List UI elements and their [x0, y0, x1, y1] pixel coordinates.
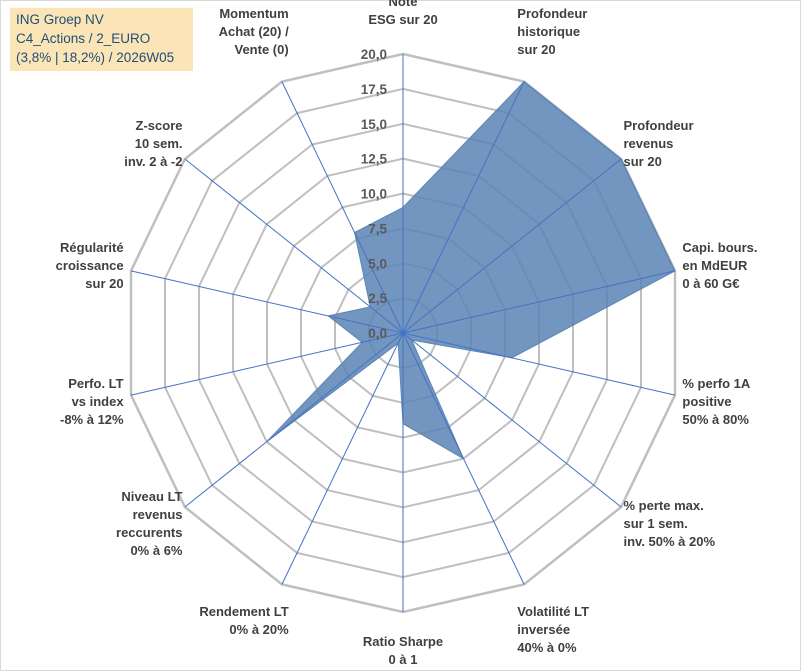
axis-label-line: Rendement LT [199, 604, 288, 619]
axis-label-line: Note [389, 0, 418, 9]
axis-label-line: sur 20 [624, 154, 662, 169]
axis-label: % perte max. sur 1 sem. inv. 50% à 20% [624, 498, 716, 549]
axis-label-line: Ratio Sharpe [363, 634, 443, 649]
axis-label-line: historique [517, 24, 580, 39]
axis-label-line: sur 1 sem. [624, 516, 688, 531]
axis-spoke [184, 332, 404, 508]
axis-label-line: 40% à 0% [517, 640, 577, 655]
axis-label-line: revenus [624, 136, 674, 151]
axis-label-line: 0% à 20% [229, 622, 289, 637]
axis-spoke [402, 332, 622, 508]
axis-label: Volatilité LT inversée 40% à 0% [517, 604, 589, 655]
axis-label-line: Capi. bours. [682, 240, 757, 255]
axis-spoke [402, 332, 525, 585]
axis-label-line: inversée [517, 622, 570, 637]
axis-label-line: 50% à 80% [682, 412, 749, 427]
chart-title-line-2: C4_Actions / 2_EURO [16, 31, 151, 46]
axis-label-line: sur 20 [85, 276, 123, 291]
axis-label-line: Achat (20) / [219, 24, 289, 39]
axis-label-line: revenus [133, 507, 183, 522]
axis-label: % perfo 1A positive 50% à 80% [682, 376, 751, 427]
chart-title-box: ING Groep NV C4_Actions / 2_EURO (3,8% |… [10, 8, 193, 71]
axis-label: Profondeur revenus sur 20 [624, 118, 694, 169]
axis-label-line: Régularité [60, 240, 124, 255]
axis-spoke [402, 158, 622, 334]
chart-title-line-3: (3,8% | 18,2%) / 2026W05 [16, 50, 175, 65]
radial-tick-label: 12,5 [361, 152, 388, 167]
axis-label-line: Vente (0) [235, 42, 289, 57]
axis-label-line: ESG sur 20 [368, 12, 437, 27]
axis-label-line: Z-score [136, 118, 183, 133]
axis-spoke [130, 332, 404, 396]
radial-tick-label: 20,0 [361, 47, 387, 62]
axis-spoke [402, 332, 676, 396]
axis-label-line: reccurents [116, 525, 182, 540]
axis-label-line: 0 à 1 [389, 652, 418, 667]
axis-label-line: Perfo. LT [68, 376, 123, 391]
axis-label: Profondeur historique sur 20 [517, 6, 587, 57]
chart-title-line-1: ING Groep NV [16, 12, 104, 27]
axis-label: Capi. bours. en MdEUR 0 à 60 G€ [682, 240, 757, 291]
axis-label-line: positive [682, 394, 731, 409]
radial-tick-label: 15,0 [361, 117, 387, 132]
axis-label: Note ESG sur 20 [368, 0, 437, 27]
axis-label: Régularité croissance sur 20 [56, 240, 124, 291]
axis-label: Z-score 10 sem. inv. 2 à -2 [124, 118, 182, 169]
radial-tick-label: 10,0 [361, 187, 387, 202]
axis-label-line: croissance [56, 258, 124, 273]
axis-spoke [281, 81, 404, 334]
axis-label: Momentum Achat (20) / Vente (0) [219, 6, 289, 57]
axis-spoke [130, 270, 404, 334]
radial-tick-label: 2,5 [368, 291, 387, 306]
axis-label: Ratio Sharpe 0 à 1 [363, 634, 443, 667]
axis-label-line: inv. 2 à -2 [124, 154, 182, 169]
axis-spoke [281, 332, 404, 585]
radial-tick-label: 0,0 [368, 326, 387, 341]
axis-label-line: 0% à 6% [130, 543, 182, 558]
axis-label-line: Niveau LT [121, 489, 182, 504]
axis-label-line: Profondeur [517, 6, 587, 21]
axis-spoke [402, 270, 676, 334]
axis-label: Rendement LT 0% à 20% [199, 604, 289, 637]
axis-label-line: Momentum [219, 6, 288, 21]
axis-label: Perfo. LT vs index -8% à 12% [60, 376, 124, 427]
axis-label-line: inv. 50% à 20% [624, 534, 716, 549]
axis-label-line: en MdEUR [682, 258, 748, 273]
axis-label-line: Volatilité LT [517, 604, 589, 619]
axis-label-line: Profondeur [624, 118, 694, 133]
radial-tick-label: 7,5 [368, 221, 387, 236]
series-area [266, 80, 676, 460]
axis-label-line: % perfo 1A [682, 376, 751, 391]
axis-label-line: 10 sem. [135, 136, 183, 151]
axis-spoke [402, 81, 525, 334]
axis-label: Niveau LT revenus reccurents 0% à 6% [116, 489, 183, 558]
axis-label-line: vs index [72, 394, 125, 409]
axis-label-line: 0 à 60 G€ [682, 276, 739, 291]
radial-tick-label: 5,0 [368, 256, 387, 271]
axis-label-line: -8% à 12% [60, 412, 124, 427]
axis-spoke [184, 158, 404, 334]
axis-label-line: % perte max. [624, 498, 704, 513]
axis-label-line: sur 20 [517, 42, 555, 57]
radial-tick-label: 17,5 [361, 82, 388, 97]
